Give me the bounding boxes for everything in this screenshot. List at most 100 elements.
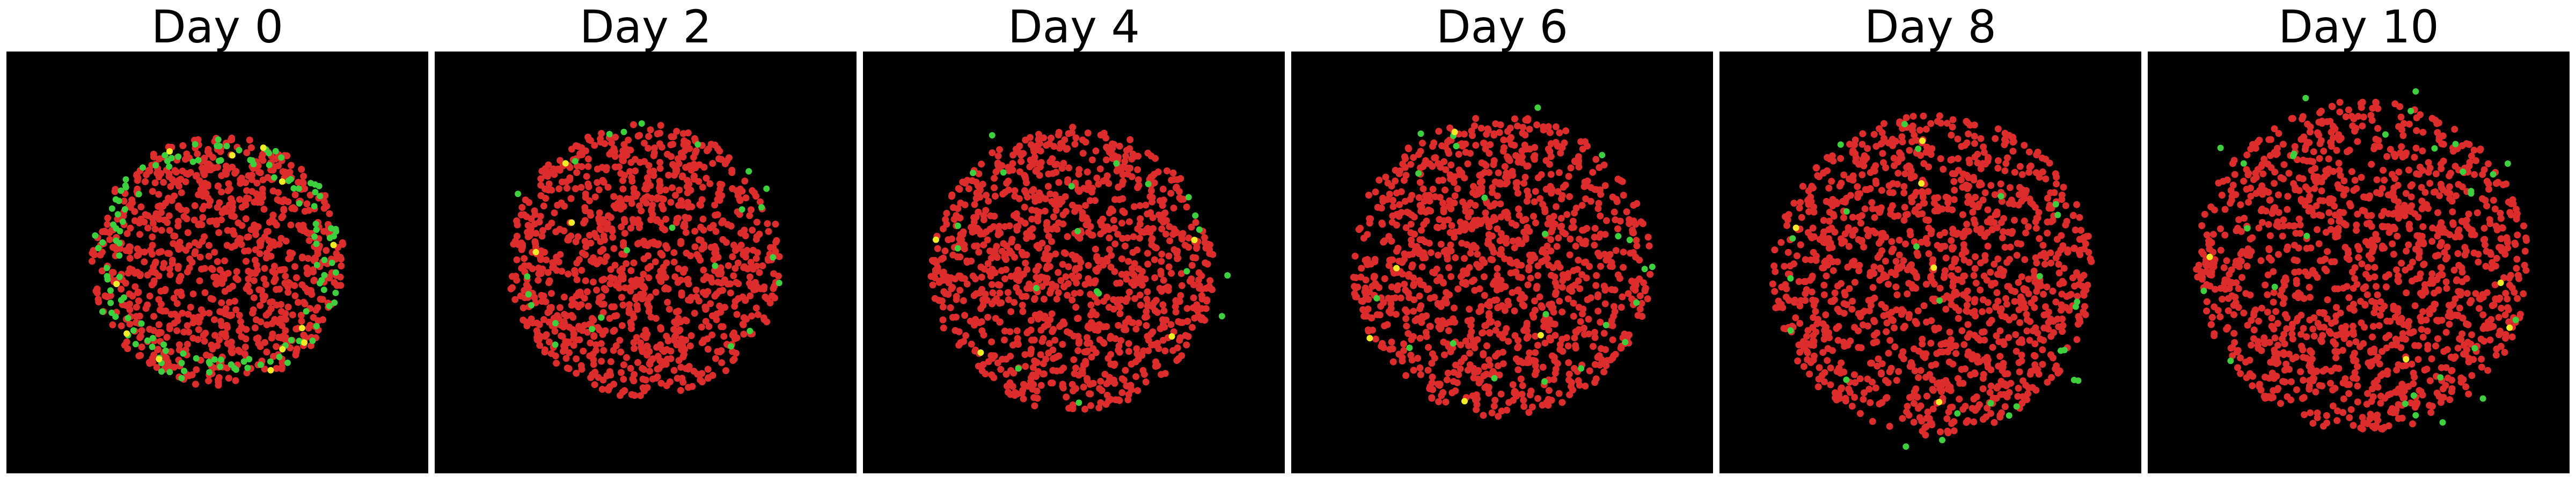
- red-cell-dot: [1388, 338, 1395, 346]
- red-cell-dot: [138, 327, 145, 334]
- red-cell-dot: [1178, 352, 1185, 360]
- red-cell-dot: [1439, 389, 1447, 396]
- red-cell-dot: [145, 167, 152, 174]
- red-cell-dot: [1526, 349, 1533, 356]
- red-cell-dot: [687, 332, 695, 339]
- red-cell-dot: [1533, 283, 1541, 290]
- red-cell-dot: [2026, 336, 2033, 344]
- red-cell-dot: [254, 334, 262, 342]
- green-cell-dot: [122, 182, 129, 189]
- red-cell-dot: [1173, 357, 1181, 364]
- red-cell-dot: [1886, 368, 1894, 375]
- red-cell-dot: [1111, 335, 1119, 342]
- red-cell-dot: [1364, 305, 1372, 313]
- red-cell-dot: [1416, 179, 1424, 186]
- green-cell-dot: [1615, 233, 1622, 240]
- panel-title: Day 2: [579, 1, 712, 53]
- green-cell-dot: [589, 326, 596, 333]
- red-cell-dot: [630, 259, 638, 267]
- red-cell-dot: [97, 251, 104, 259]
- red-cell-dot: [257, 169, 264, 177]
- red-cell-dot: [1448, 389, 1456, 397]
- red-cell-dot: [1943, 415, 1951, 422]
- red-cell-dot: [1597, 186, 1604, 194]
- green-cell-dot: [606, 130, 613, 137]
- red-cell-dot: [1130, 203, 1138, 210]
- red-cell-dot: [1498, 236, 1505, 243]
- red-cell-dot: [1416, 364, 1424, 371]
- red-cell-dot: [1592, 282, 1600, 289]
- red-cell-dot: [1937, 155, 1944, 163]
- red-cell-dot: [1022, 136, 1029, 144]
- red-cell-dot: [746, 212, 753, 219]
- red-cell-dot: [1494, 320, 1502, 327]
- red-cell-dot: [2015, 306, 2023, 313]
- red-cell-dot: [280, 206, 288, 213]
- red-cell-dot: [2002, 160, 2010, 167]
- red-cell-dot: [2001, 403, 2009, 411]
- red-cell-dot: [1444, 255, 1451, 263]
- red-cell-dot: [1419, 185, 1427, 193]
- red-cell-dot: [1475, 367, 1482, 374]
- red-cell-dot: [1488, 409, 1496, 416]
- red-cell-dot: [617, 392, 624, 399]
- red-cell-dot: [1075, 166, 1083, 173]
- red-cell-dot: [206, 309, 213, 317]
- red-cell-dot: [1059, 383, 1066, 390]
- red-cell-dot: [1481, 363, 1488, 370]
- red-cell-dot: [1159, 185, 1167, 193]
- red-cell-dot: [1984, 206, 1992, 214]
- red-cell-dot: [1144, 288, 1151, 296]
- red-cell-dot: [1111, 240, 1119, 247]
- red-cell-dot: [1470, 182, 1477, 190]
- red-cell-dot: [1400, 340, 1407, 348]
- red-cell-dot: [218, 188, 225, 196]
- red-cell-dot: [972, 275, 979, 283]
- red-cell-dot: [1022, 259, 1029, 267]
- red-cell-dot: [243, 149, 251, 156]
- red-cell-dot: [1447, 161, 1455, 169]
- red-cell-dot: [693, 251, 701, 258]
- red-cell-dot: [1429, 350, 1436, 357]
- red-cell-dot: [675, 160, 683, 167]
- red-cell-dot: [1161, 347, 1169, 355]
- red-cell-dot: [1096, 165, 1104, 173]
- red-cell-dot: [566, 324, 573, 331]
- red-cell-dot: [1483, 383, 1490, 390]
- red-cell-dot: [1598, 345, 1605, 352]
- red-cell-dot: [560, 323, 567, 331]
- red-cell-dot: [1378, 204, 1385, 212]
- red-cell-dot: [1820, 291, 1828, 298]
- green-cell-dot: [248, 157, 255, 164]
- red-cell-dot: [986, 247, 994, 255]
- red-cell-dot: [1547, 153, 1555, 160]
- red-cell-dot: [1454, 286, 1462, 292]
- red-cell-dot: [684, 139, 691, 147]
- red-cell-dot: [1034, 213, 1042, 221]
- red-cell-dot: [1045, 349, 1052, 357]
- green-cell-dot: [104, 276, 111, 283]
- red-cell-dot: [1426, 323, 1433, 330]
- red-cell-dot: [616, 195, 624, 202]
- red-cell-dot: [1069, 296, 1076, 304]
- red-cell-dot: [1446, 124, 1454, 131]
- red-cell-dot: [1357, 273, 1365, 281]
- red-cell-dot: [645, 133, 653, 140]
- red-cell-dot: [1515, 240, 1523, 247]
- red-cell-dot: [1137, 215, 1144, 223]
- green-cell-dot: [125, 314, 131, 321]
- red-cell-dot: [166, 322, 173, 330]
- red-cell-dot: [1483, 342, 1490, 349]
- red-cell-dot: [1597, 262, 1604, 270]
- red-cell-dot: [1166, 223, 1173, 230]
- red-cell-dot: [1000, 240, 1007, 247]
- red-cell-dot: [1396, 201, 1403, 208]
- red-cell-dot: [1619, 178, 1626, 185]
- red-cell-dot: [1563, 334, 1570, 341]
- red-cell-dot: [210, 273, 218, 281]
- red-cell-dot: [601, 140, 609, 148]
- red-cell-dot: [608, 139, 616, 147]
- red-cell-dot: [1994, 164, 2002, 172]
- red-cell-dot: [1784, 248, 1792, 256]
- red-cell-dot: [104, 214, 112, 222]
